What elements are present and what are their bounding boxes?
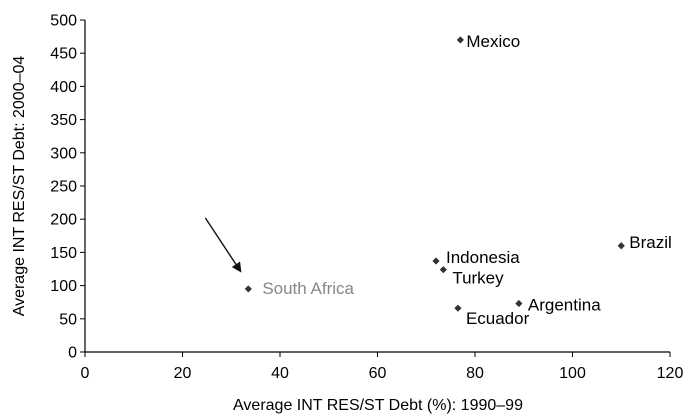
y-tick-label: 250 (50, 179, 77, 196)
y-tick-label: 350 (50, 112, 77, 129)
axes: 0 50 100 150 200 250 300 350 400 450 500 0 20 40 60 80 1… (50, 13, 683, 383)
chart-marks: Mexico Brazil Indonesia Turkey South Africa A… (204, 32, 672, 328)
data-point-south-africa (244, 285, 252, 293)
data-point-mexico (456, 36, 464, 44)
y-tick-label: 100 (50, 278, 77, 295)
point-label-south-africa: South Africa (262, 279, 354, 298)
data-point-argentina (515, 299, 523, 308)
x-tick-label: 80 (466, 365, 484, 382)
x-tick-label: 60 (369, 365, 387, 382)
x-axis-title: Average INT RES/ST Debt (%): 1990–99 (233, 397, 523, 414)
x-tick-label: 40 (271, 365, 289, 382)
y-tick-label: 450 (50, 46, 77, 63)
point-label-ecuador: Ecuador (466, 309, 530, 328)
y-tick-label: 0 (68, 345, 77, 362)
point-label-argentina: Argentina (528, 296, 601, 315)
data-point-ecuador (454, 304, 462, 312)
y-axis-title: Average INT RES/ST Debt: 2000–04 (11, 56, 28, 317)
y-tick-label: 500 (50, 13, 77, 30)
annotation-arrow (204, 217, 242, 273)
x-tick-label: 0 (81, 365, 90, 382)
point-label-mexico: Mexico (466, 32, 520, 51)
y-tick-label: 150 (50, 245, 77, 262)
point-label-brazil: Brazil (629, 233, 672, 252)
data-point-brazil (617, 242, 625, 250)
data-point-indonesia (432, 257, 440, 265)
y-tick-label: 50 (59, 311, 77, 328)
point-label-turkey: Turkey (452, 269, 504, 288)
data-point-turkey (439, 266, 447, 274)
y-tick-label: 300 (50, 145, 77, 162)
point-label-indonesia: Indonesia (446, 248, 520, 267)
x-tick-label: 120 (657, 365, 684, 382)
y-tick-label: 200 (50, 212, 77, 229)
x-tick-label: 20 (174, 365, 192, 382)
y-tick-label: 400 (50, 79, 77, 96)
x-tick-label: 100 (559, 365, 586, 382)
